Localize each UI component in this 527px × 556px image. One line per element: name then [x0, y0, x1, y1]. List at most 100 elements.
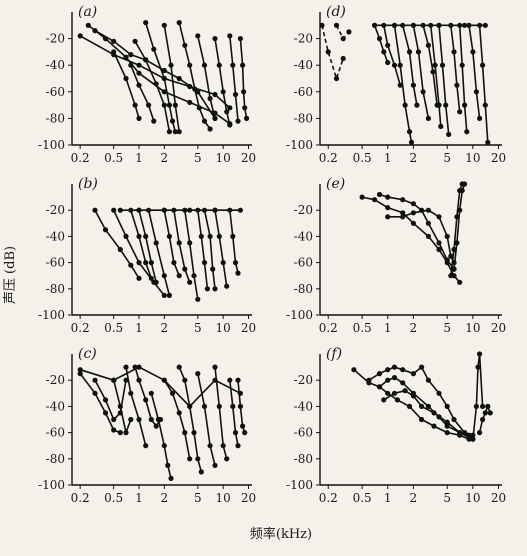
y-tick-label: -100 — [286, 478, 313, 492]
data-point — [92, 28, 98, 34]
data-point — [85, 22, 91, 28]
data-point — [381, 49, 387, 55]
data-point — [212, 91, 218, 98]
x-tick-label: 10 — [216, 491, 231, 505]
series-line — [197, 373, 216, 466]
data-point — [436, 246, 442, 253]
data-point — [240, 62, 246, 68]
data-point — [436, 240, 442, 246]
data-point — [482, 410, 488, 416]
x-tick-label: 0.5 — [104, 321, 123, 335]
data-point — [340, 55, 346, 62]
data-point — [187, 62, 193, 68]
data-point — [420, 89, 426, 95]
data-point — [207, 126, 213, 132]
data-point — [201, 260, 208, 266]
data-point — [136, 364, 142, 370]
x-tick-label: 20 — [241, 491, 256, 505]
data-point — [394, 397, 400, 403]
series-line — [478, 25, 489, 143]
data-point — [111, 38, 117, 44]
data-point — [198, 233, 204, 239]
data-point — [195, 296, 201, 302]
data-point — [187, 99, 193, 105]
data-point — [419, 403, 425, 409]
data-point — [385, 390, 391, 396]
data-point — [143, 260, 149, 266]
data-point — [207, 443, 213, 449]
data-point — [166, 292, 172, 298]
data-point — [143, 397, 149, 403]
data-point — [196, 105, 202, 111]
chart-panel: -20 -40 -60 -80 -100 0.2 0.5 1 2 5 10 20 (c) — [38, 346, 256, 505]
x-tick-label: 0.2 — [71, 151, 90, 165]
y-tick-label: -20 — [294, 373, 313, 387]
data-point — [235, 118, 241, 124]
data-point — [128, 207, 134, 213]
data-point — [232, 260, 239, 266]
data-point — [462, 181, 468, 187]
data-point — [446, 131, 452, 137]
data-point — [454, 214, 460, 220]
data-point — [220, 89, 226, 95]
series-line — [458, 25, 468, 132]
data-point — [385, 214, 391, 220]
series-line — [229, 210, 239, 274]
x-tick-label: 5 — [194, 151, 202, 165]
data-point — [128, 52, 134, 58]
x-tick-label: 2 — [410, 321, 418, 335]
y-axis-label: 声压 (dB) — [3, 246, 18, 304]
data-point — [414, 102, 420, 108]
series-line — [422, 25, 438, 106]
y-tick-label: -100 — [38, 478, 65, 492]
x-tick-label: 10 — [465, 491, 480, 505]
series-line — [112, 380, 132, 434]
series-line — [412, 25, 430, 119]
data-point — [376, 384, 383, 390]
data-point — [176, 75, 182, 82]
data-point — [410, 201, 416, 207]
data-point — [210, 266, 216, 272]
data-point — [153, 81, 159, 87]
data-point — [136, 62, 142, 68]
data-point — [161, 89, 167, 95]
x-tick-label: 2 — [161, 321, 169, 335]
data-point — [242, 105, 248, 111]
data-point — [77, 33, 83, 39]
data-point — [136, 82, 142, 88]
data-point — [237, 207, 243, 213]
data-point — [102, 227, 109, 233]
series-line — [173, 210, 191, 283]
series-line — [373, 25, 389, 63]
data-point — [143, 20, 149, 26]
x-tick-label: 2 — [410, 491, 418, 505]
series-line — [184, 210, 199, 300]
data-point — [102, 397, 109, 403]
data-point — [143, 443, 149, 449]
panel-label: (b) — [78, 176, 98, 192]
data-point — [216, 403, 222, 409]
data-point — [420, 22, 426, 28]
data-point — [477, 22, 483, 28]
x-tick-label: 10 — [216, 151, 231, 165]
data-point — [406, 49, 413, 55]
data-point — [425, 220, 431, 226]
data-point — [187, 207, 193, 213]
data-point — [397, 62, 403, 68]
data-point — [117, 207, 123, 213]
y-tick-label: -60 — [46, 426, 65, 440]
data-point — [182, 266, 188, 272]
series-line — [383, 25, 401, 86]
series-line — [214, 367, 228, 460]
x-tick-label: 2 — [161, 491, 169, 505]
series-line — [203, 210, 216, 289]
x-tick-label: 2 — [410, 151, 418, 165]
data-point — [406, 129, 413, 135]
data-point — [230, 233, 236, 239]
data-point — [485, 139, 491, 145]
data-point — [402, 388, 408, 394]
data-point — [237, 403, 243, 409]
y-tick-label: -80 — [46, 282, 65, 296]
data-point — [161, 207, 167, 213]
x-tick-label: 0.5 — [353, 491, 372, 505]
